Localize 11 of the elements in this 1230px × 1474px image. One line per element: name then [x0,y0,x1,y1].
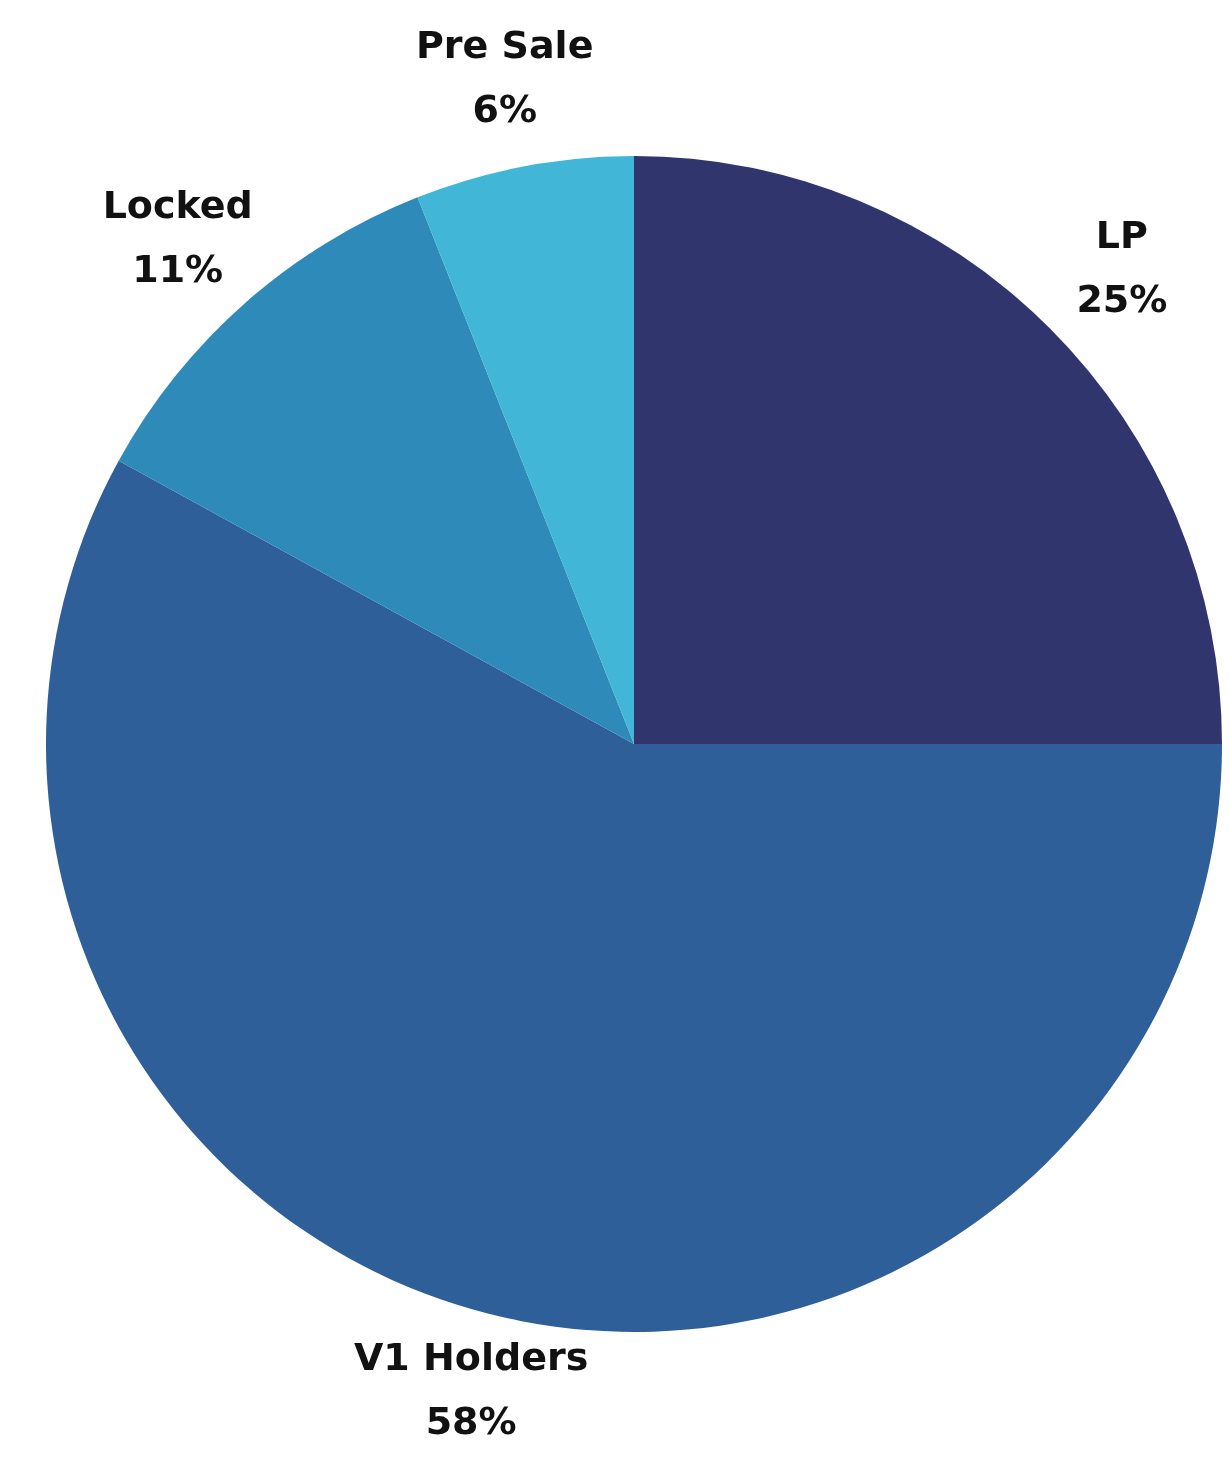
data-label: 11% [132,247,224,292]
slice-label: V1 Holders [353,1335,589,1380]
data-label: 58% [425,1399,517,1444]
pie-slice [46,460,1222,1331]
slice-label: Locked [102,183,253,228]
slice-label: LP [1095,213,1148,258]
data-label: 6% [472,87,537,132]
slice-label: Pre Sale [416,23,594,68]
data-label: 25% [1076,277,1168,322]
pie-slice [634,156,1222,744]
pie-slice [417,156,634,744]
